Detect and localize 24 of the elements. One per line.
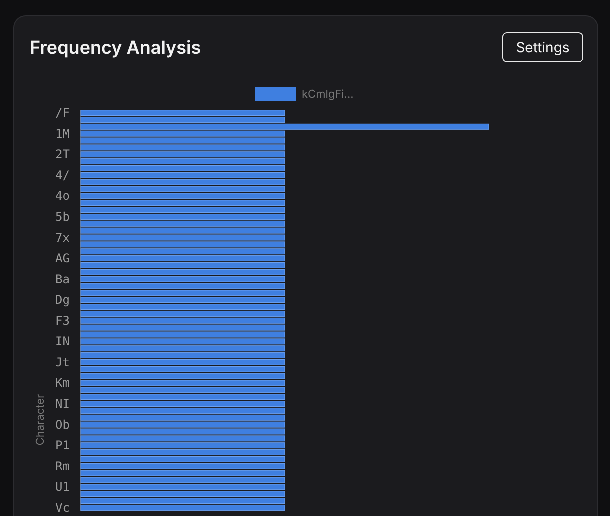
y-tick-label: Ob — [56, 418, 70, 432]
settings-button: Settings — [502, 32, 584, 62]
y-tick-label: 2T — [56, 148, 70, 162]
y-tick-label: 4o — [56, 189, 70, 204]
y-tick-label: NI — [56, 397, 70, 412]
y-tick-label: Dg — [56, 293, 70, 308]
y-tick-label: Vc — [56, 500, 70, 515]
y-tick-label: /F — [56, 106, 70, 120]
y-tick-label: Jt — [56, 355, 70, 370]
y-tick-label: U1 — [56, 480, 70, 494]
y-tick-label: 7x — [56, 230, 70, 245]
y-axis-title: Character — [33, 394, 47, 446]
y-tick-label: AG — [56, 252, 70, 266]
legend-label: kCmlgFi... — [302, 87, 354, 101]
y-tick-label: Rm — [56, 459, 70, 474]
chart-title: Frequency Analysis — [30, 38, 202, 59]
y-tick-label: Km — [56, 376, 70, 390]
y-tick-label: 5b — [56, 210, 70, 224]
y-tick-label: 4/ — [56, 168, 70, 182]
y-tick-label: P1 — [56, 438, 70, 453]
y-tick-label: 1M — [56, 126, 70, 141]
y-tick-label: Ba — [56, 272, 70, 286]
y-tick-label: F3 — [56, 314, 70, 328]
y-tick-label: IN — [56, 334, 70, 349]
